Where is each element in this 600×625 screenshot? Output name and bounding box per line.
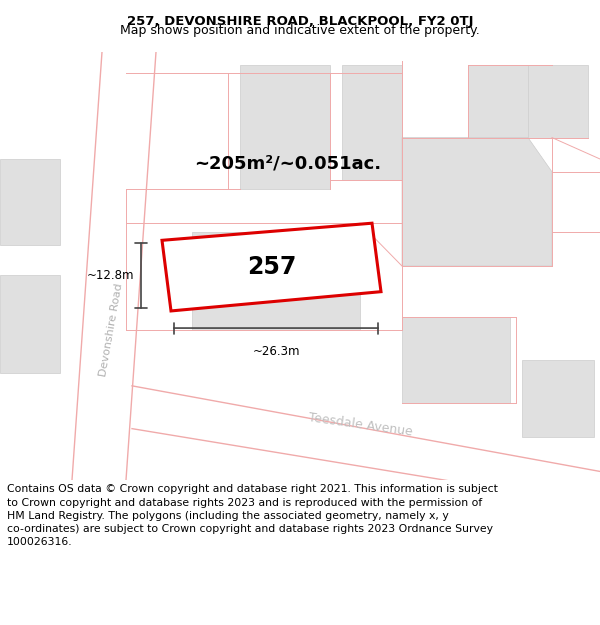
Text: ~205m²/~0.051ac.: ~205m²/~0.051ac.	[194, 154, 382, 173]
Polygon shape	[402, 318, 510, 403]
Polygon shape	[402, 138, 552, 266]
Polygon shape	[342, 65, 402, 181]
Polygon shape	[240, 65, 330, 189]
Text: Devonshire Road: Devonshire Road	[98, 282, 124, 378]
Text: Contains OS data © Crown copyright and database right 2021. This information is : Contains OS data © Crown copyright and d…	[7, 484, 498, 547]
Polygon shape	[522, 360, 594, 438]
Text: 257: 257	[247, 254, 296, 279]
Polygon shape	[0, 159, 60, 244]
Polygon shape	[192, 232, 360, 330]
Text: Map shows position and indicative extent of the property.: Map shows position and indicative extent…	[120, 24, 480, 38]
Polygon shape	[0, 274, 60, 373]
Text: ~26.3m: ~26.3m	[252, 345, 300, 358]
Text: ~12.8m: ~12.8m	[86, 269, 134, 282]
Polygon shape	[162, 223, 381, 311]
Text: Teesdale Avenue: Teesdale Avenue	[307, 411, 413, 438]
Polygon shape	[468, 65, 552, 138]
Polygon shape	[528, 65, 588, 138]
Text: 257, DEVONSHIRE ROAD, BLACKPOOL, FY2 0TJ: 257, DEVONSHIRE ROAD, BLACKPOOL, FY2 0TJ	[127, 14, 473, 28]
